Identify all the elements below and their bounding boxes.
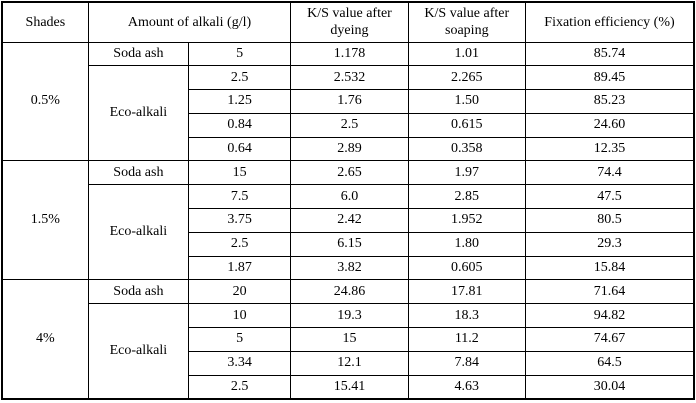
ks-soaping-cell: 7.84 (407, 350, 526, 376)
amount-cell: 3.34 (188, 350, 292, 376)
ks-soaping-cell: 2.265 (407, 65, 526, 91)
ks-soaping-cell: 17.81 (407, 279, 526, 305)
ks-dyeing-cell: 1.76 (290, 89, 409, 114)
table-body: 0.5% Soda ash 5 1.178 1.01 85.74 Eco-alkali 2.5… (1, 41, 695, 400)
header-ks-soaping: K/S value after soaping (407, 1, 526, 43)
ks-dyeing-cell: 2.65 (290, 160, 409, 186)
alkali-type-cell: Eco-alkali (87, 65, 190, 162)
amount-cell: 2.5 (188, 374, 292, 400)
fixation-cell: 94.82 (524, 303, 695, 329)
shade-cell: 4% (1, 279, 89, 400)
ks-dyeing-cell: 12.1 (290, 350, 409, 376)
shade-cell: 0.5% (1, 41, 89, 162)
alkali-type-cell: Eco-alkali (87, 184, 190, 281)
amount-cell: 5 (188, 41, 292, 67)
fixation-cell: 30.04 (524, 374, 695, 400)
fixation-cell: 89.45 (524, 65, 695, 91)
table-row: Eco-alkali 2.5 2.532 2.265 89.45 (2, 65, 695, 162)
fixation-cell: 15.84 (524, 255, 695, 281)
ks-soaping-cell: 2.85 (407, 184, 526, 210)
table-row: 1.25 1.76 1.50 85.23 (2, 89, 695, 114)
amount-cell: 2.5 (188, 65, 292, 91)
ks-dyeing-cell: 2.532 (290, 65, 409, 91)
ks-soaping-cell: 4.63 (407, 374, 526, 400)
amount-cell: 0.84 (188, 112, 292, 138)
ks-dyeing-cell: 19.3 (290, 303, 409, 329)
fixation-cell: 47.5 (524, 184, 695, 210)
amount-cell: 5 (188, 327, 292, 352)
header-fixation-efficiency: Fixation efficiency (%) (524, 1, 695, 43)
table-row: Eco-alkali 7.5 6.0 2.85 47.5 (2, 184, 695, 281)
amount-cell: 7.5 (188, 184, 292, 210)
ks-soaping-cell: 1.80 (407, 231, 526, 257)
amount-cell: 0.64 (188, 136, 292, 162)
table-row: 4% Soda ash 20 24.86 17.81 71.64 (1, 279, 695, 400)
fixation-cell: 24.60 (524, 112, 695, 138)
table-row: 0.64 2.89 0.358 12.35 (2, 136, 695, 162)
table-row: 3.34 12.1 7.84 64.5 (2, 350, 695, 376)
table-row: Eco-alkali 10 19.3 18.3 94.82 (2, 303, 695, 400)
shade-cell: 1.5% (1, 160, 89, 281)
table-row: 3.75 2.42 1.952 80.5 (2, 208, 695, 233)
table-row: 2.5 15.41 4.63 30.04 (2, 374, 695, 400)
alkali-type-cell: Soda ash (87, 41, 190, 67)
ks-dyeing-cell: 2.89 (290, 136, 409, 162)
ks-soaping-cell: 11.2 (407, 327, 526, 352)
header-row: Shades Amount of alkali (g/l) K/S value … (1, 1, 695, 43)
amount-cell: 15 (188, 160, 292, 186)
amount-cell: 20 (188, 279, 292, 305)
ks-dyeing-cell: 6.0 (290, 184, 409, 210)
header-ks-dyeing: K/S value after dyeing (290, 1, 409, 43)
table-row: 0.5% Soda ash 5 1.178 1.01 85.74 (1, 41, 695, 162)
ks-soaping-cell: 0.605 (407, 255, 526, 281)
fixation-cell: 64.5 (524, 350, 695, 376)
alkali-type-cell: Soda ash (87, 279, 190, 305)
amount-cell: 1.25 (188, 89, 292, 114)
ks-soaping-cell: 1.97 (407, 160, 526, 186)
ks-dyeing-cell: 15 (290, 327, 409, 352)
table-row: 2.5 6.15 1.80 29.3 (2, 231, 695, 257)
ks-dyeing-cell: 15.41 (290, 374, 409, 400)
header-shades: Shades (1, 1, 89, 43)
fixation-cell: 74.67 (524, 327, 695, 352)
ks-soaping-cell: 1.01 (407, 41, 526, 67)
fixation-cell: 71.64 (524, 279, 695, 305)
fixation-cell: 85.74 (524, 41, 695, 67)
ks-dyeing-cell: 24.86 (290, 279, 409, 305)
header-alkali-amount: Amount of alkali (g/l) (87, 1, 292, 43)
fixation-cell: 12.35 (524, 136, 695, 162)
ks-soaping-cell: 1.952 (407, 208, 526, 233)
ks-soaping-cell: 18.3 (407, 303, 526, 329)
alkali-type-cell: Eco-alkali (87, 303, 190, 400)
ks-dyeing-cell: 2.5 (290, 112, 409, 138)
ks-dyeing-cell: 2.42 (290, 208, 409, 233)
ks-soaping-cell: 0.358 (407, 136, 526, 162)
amount-cell: 10 (188, 303, 292, 329)
table-row: 1.87 3.82 0.605 15.84 (2, 255, 695, 281)
fixation-cell: 85.23 (524, 89, 695, 114)
table-row: 0.84 2.5 0.615 24.60 (2, 112, 695, 138)
ks-soaping-cell: 0.615 (407, 112, 526, 138)
ks-dyeing-cell: 3.82 (290, 255, 409, 281)
ks-dyeing-cell: 1.178 (290, 41, 409, 67)
fixation-cell: 74.4 (524, 160, 695, 186)
ks-soaping-cell: 1.50 (407, 89, 526, 114)
fixation-cell: 29.3 (524, 231, 695, 257)
amount-cell: 3.75 (188, 208, 292, 233)
amount-cell: 1.87 (188, 255, 292, 281)
table-row: 1.5% Soda ash 15 2.65 1.97 74.4 (1, 160, 695, 281)
ks-dyeing-cell: 6.15 (290, 231, 409, 257)
alkali-type-cell: Soda ash (87, 160, 190, 186)
fixation-cell: 80.5 (524, 208, 695, 233)
amount-cell: 2.5 (188, 231, 292, 257)
